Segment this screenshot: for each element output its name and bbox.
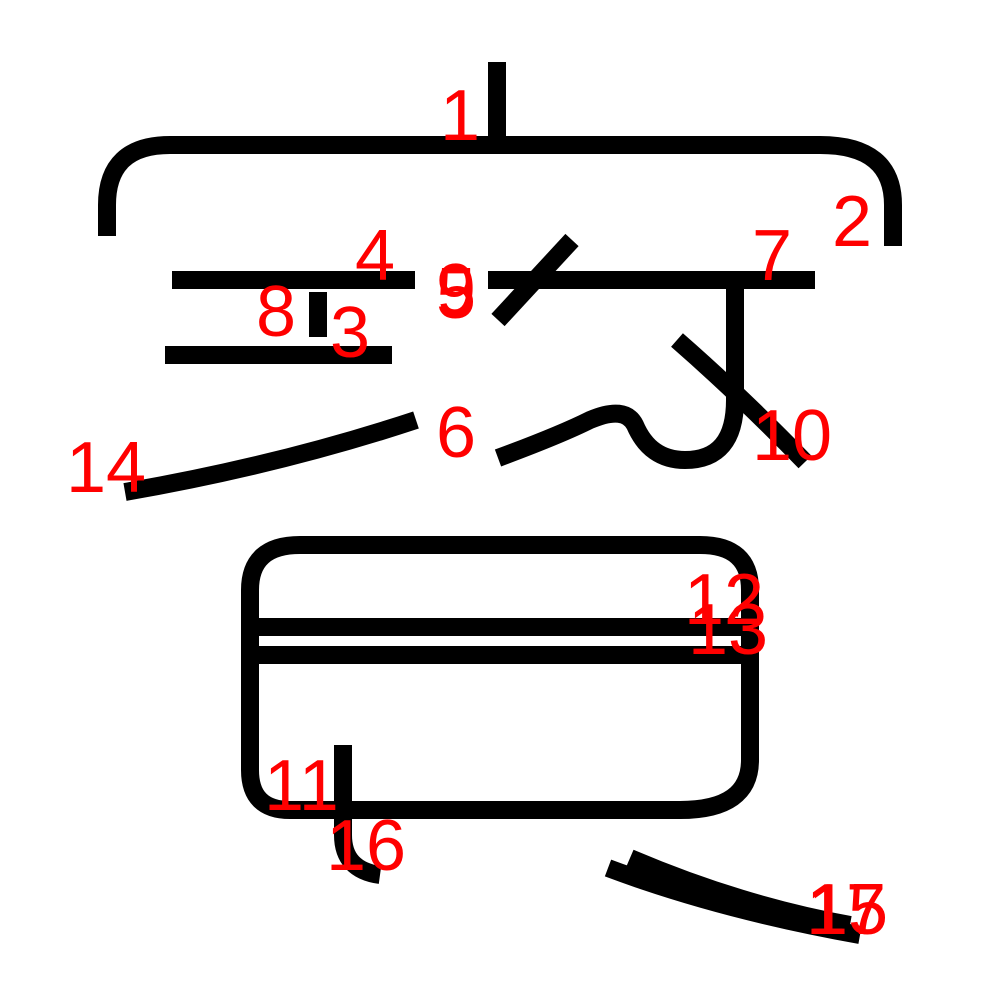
stroke-number-16: 16 bbox=[326, 806, 406, 886]
stroke-6-hook bbox=[494, 285, 744, 469]
stroke-number-4: 4 bbox=[355, 216, 395, 296]
stroke-number-3: 3 bbox=[330, 293, 370, 373]
stroke-number-1: 1 bbox=[440, 76, 480, 156]
stroke-11-box bbox=[241, 536, 759, 819]
stroke-number-6: 6 bbox=[436, 393, 476, 473]
stroke-number-2: 2 bbox=[832, 182, 872, 262]
stroke-number-7: 7 bbox=[752, 216, 792, 296]
stroke-10-diagonal bbox=[671, 333, 812, 469]
stroke-number-10: 10 bbox=[752, 396, 832, 476]
stroke-number-5: 5 bbox=[436, 254, 476, 334]
stroke-order-numbers: 1 2 3 4 5 6 7 8 9 10 11 12 13 14 15 16 1… bbox=[66, 76, 888, 950]
stroke-number-11: 11 bbox=[264, 746, 339, 826]
stroke-number-12: 12 bbox=[684, 560, 764, 640]
stroke-17-sweep bbox=[626, 849, 852, 934]
stroke-number-15: 15 bbox=[808, 870, 888, 950]
stroke-number-14: 14 bbox=[66, 428, 146, 508]
stroke-number-8: 8 bbox=[256, 272, 296, 352]
stroke-2-roof bbox=[98, 136, 902, 246]
stroke-number-9: 9 bbox=[436, 250, 476, 330]
stroke-16-hook bbox=[334, 745, 382, 884]
character-strokes bbox=[98, 62, 902, 944]
stroke-14-sweep bbox=[123, 411, 419, 501]
stroke-number-13: 13 bbox=[688, 590, 768, 670]
stroke-number-17: 17 bbox=[806, 870, 886, 950]
